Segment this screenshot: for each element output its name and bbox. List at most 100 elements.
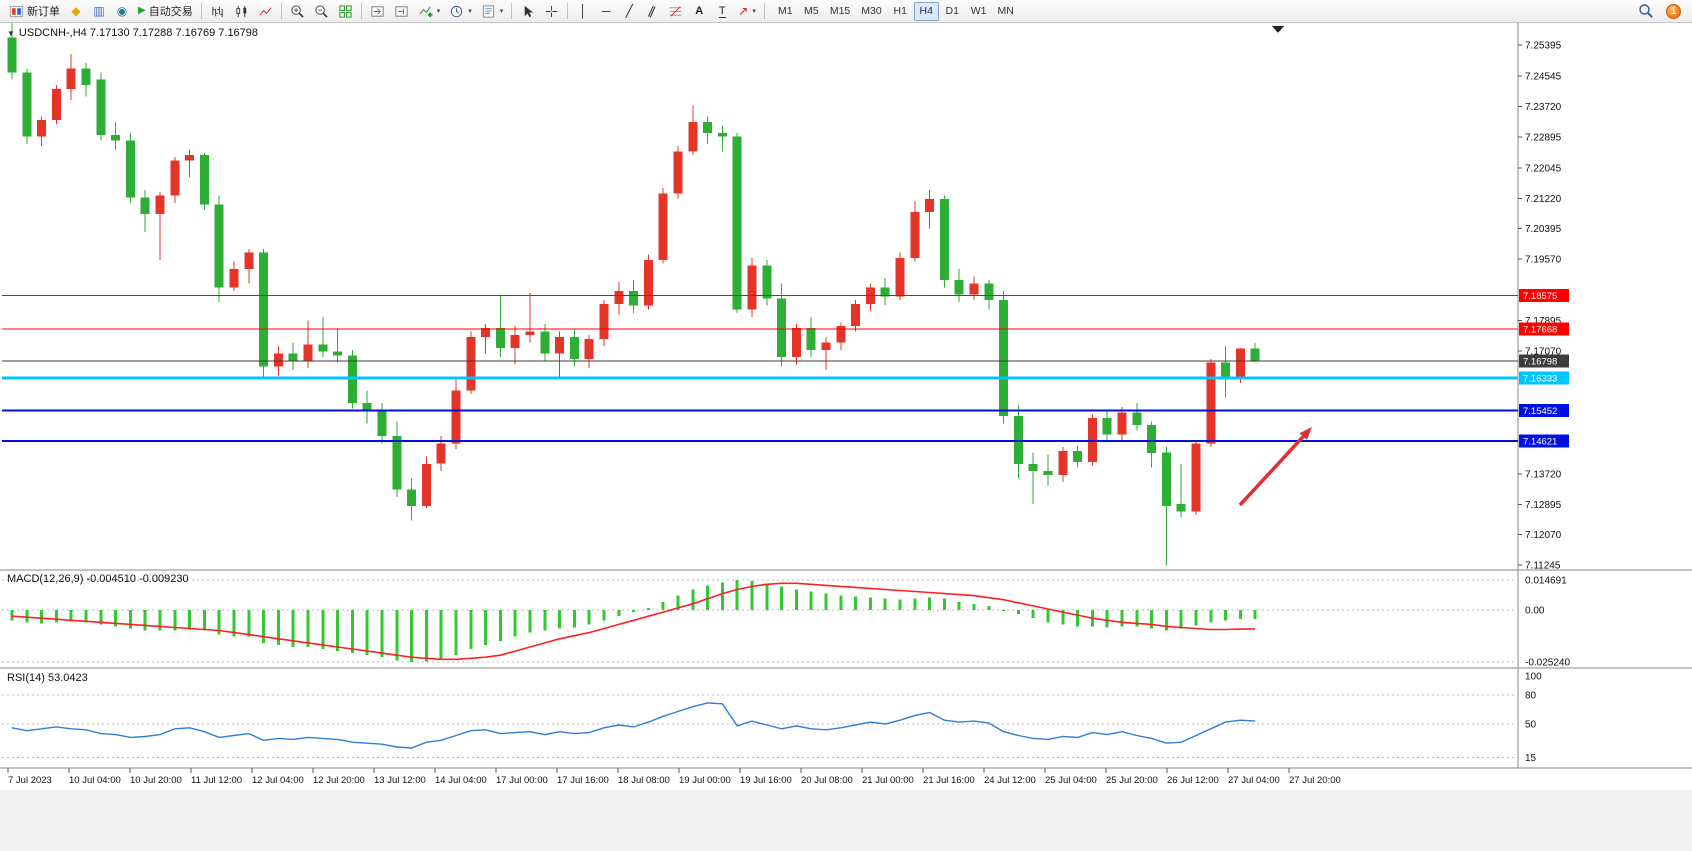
timeframe-button-m5[interactable]: M5 <box>799 2 824 21</box>
timeframe-button-h4[interactable]: H4 <box>913 1 939 21</box>
text-tool-icon: A <box>695 5 704 17</box>
candle-body <box>1221 362 1231 380</box>
tile-windows-button[interactable] <box>334 1 357 21</box>
rsi-axis-label: 50 <box>1525 720 1537 731</box>
toolbar-separator <box>511 3 513 19</box>
candle-body <box>495 327 505 348</box>
candle-body <box>836 325 846 343</box>
macd-histogram-bar <box>1046 610 1050 623</box>
macd-histogram-bar <box>1194 610 1198 626</box>
macd-axis-label: -0.025240 <box>1525 657 1570 668</box>
timeframe-button-h1[interactable]: H1 <box>888 2 913 21</box>
time-axis-label: 21 Jul 16:00 <box>923 775 975 786</box>
candle-body <box>7 37 17 73</box>
trend-arrow-annotation[interactable] <box>1238 427 1312 507</box>
price-tag-label: 7.16333 <box>1523 374 1557 385</box>
chart-collapse-icon[interactable]: ▼ <box>7 29 15 38</box>
candlestick-chart-button[interactable] <box>230 1 253 21</box>
candle-body <box>155 195 165 214</box>
auto-scroll-button[interactable] <box>366 1 389 21</box>
price-axis-label: 7.22895 <box>1525 132 1562 143</box>
auto-trading-button[interactable]: ▶ 自动交易 <box>134 1 197 21</box>
rsi-line <box>11 702 1256 749</box>
macd-histogram-bar <box>928 597 932 610</box>
fibonacci-button[interactable] <box>664 1 687 21</box>
metaquotes-button[interactable]: ◆ <box>65 1 87 21</box>
auto-trading-icon: ▶ <box>138 5 146 16</box>
vertical-line-button[interactable]: │ <box>572 1 594 21</box>
text-tool-button[interactable]: A <box>688 1 710 21</box>
trendline-button[interactable]: ╱ <box>618 1 640 21</box>
horizontal-line-button[interactable]: ─ <box>595 1 617 21</box>
timeframe-button-mn[interactable]: MN <box>992 2 1018 21</box>
macd-indicator-label: MACD(12,26,9) -0.004510 -0.009230 <box>7 573 189 585</box>
macd-histogram-bar <box>10 610 14 621</box>
search-button[interactable] <box>1634 1 1658 21</box>
indicators-button[interactable]: ▾ <box>414 1 445 21</box>
line-chart-icon <box>259 6 272 16</box>
macd-histogram-bar <box>498 610 502 641</box>
price-axis-label: 7.22045 <box>1525 164 1562 175</box>
candle-body <box>969 283 979 295</box>
macd-histogram-bar <box>410 610 414 662</box>
price-tag <box>1519 289 1569 303</box>
timeframe-button-m1[interactable]: M1 <box>773 2 798 21</box>
macd-histogram-bar <box>232 610 236 637</box>
timeframe-button-d1[interactable]: D1 <box>940 2 965 21</box>
price-tag-label: 7.15452 <box>1523 406 1557 417</box>
candle-body <box>303 344 313 361</box>
candle-body <box>747 265 757 310</box>
time-axis-label: 14 Jul 04:00 <box>435 775 487 786</box>
macd-histogram-bar <box>676 595 680 610</box>
templates-button[interactable]: ▾ <box>477 1 508 21</box>
time-axis-label: 11 Jul 12:00 <box>191 775 242 786</box>
arrows-tool-button[interactable]: ↗ ▾ <box>734 1 760 21</box>
macd-histogram-bar <box>558 610 562 629</box>
label-tool-button[interactable]: T <box>711 1 733 21</box>
candle-body <box>1161 452 1171 506</box>
macd-histogram-bar <box>1209 610 1213 623</box>
price-axis-label: 7.12895 <box>1525 500 1562 511</box>
community-button[interactable]: ◉ <box>111 1 133 21</box>
crosshair-button[interactable] <box>540 1 563 21</box>
macd-histogram-bar <box>321 610 325 649</box>
zoom-out-button[interactable] <box>310 1 333 21</box>
chart-shift-marker[interactable] <box>1272 26 1284 33</box>
timeframe-button-w1[interactable]: W1 <box>966 2 992 21</box>
line-chart-button[interactable] <box>254 1 277 21</box>
bar-chart-button[interactable] <box>206 1 229 21</box>
candle-body <box>451 390 461 444</box>
cursor-button[interactable] <box>516 1 539 21</box>
macd-histogram-bar <box>780 586 784 610</box>
macd-histogram-bar <box>1150 610 1154 629</box>
macd-histogram-bar <box>972 603 976 610</box>
channel-button[interactable]: ∥ <box>641 1 663 21</box>
macd-axis-label: 0.00 <box>1525 606 1545 617</box>
main-toolbar: 新订单 ◆ ▥ ◉ ▶ 自动交易 ▾ ▾ ▾ │ ─ ╱ ∥ A T ↗ ▾ M1… <box>0 0 1692 23</box>
macd-histogram-bar <box>720 582 724 610</box>
timeframe-button-m30[interactable]: M30 <box>856 2 886 21</box>
candle-body <box>939 199 949 280</box>
candle-body <box>555 337 565 354</box>
new-order-button[interactable]: 新订单 <box>5 1 64 21</box>
macd-histogram-bar <box>617 610 621 617</box>
macd-histogram-bar <box>1120 610 1124 627</box>
macd-histogram-bar <box>513 610 517 637</box>
price-axis-label: 7.21220 <box>1525 194 1562 205</box>
macd-histogram-bar <box>1105 610 1109 628</box>
chart-shift-button[interactable] <box>390 1 413 21</box>
notification-badge[interactable]: 1 <box>1666 3 1681 19</box>
candle-body <box>525 331 535 336</box>
trendline-icon: ╱ <box>625 4 633 18</box>
auto-scroll-icon <box>371 5 384 17</box>
periods-button[interactable]: ▾ <box>445 1 476 21</box>
toolbar-separator <box>280 3 282 19</box>
candle-body <box>377 410 387 437</box>
macd-histogram-bar <box>646 607 650 610</box>
market-watch-button[interactable]: ▥ <box>88 1 110 21</box>
fibonacci-icon <box>670 5 682 17</box>
timeframe-button-m15[interactable]: M15 <box>825 2 855 21</box>
chart-canvas[interactable]: 7.25395 7.24545 7.23720 7.22895 7.22045 7.212… <box>0 23 1692 790</box>
zoom-in-button[interactable] <box>286 1 309 21</box>
chart-window[interactable]: 7.25395 7.24545 7.23720 7.22895 7.22045 7.212… <box>0 23 1692 790</box>
